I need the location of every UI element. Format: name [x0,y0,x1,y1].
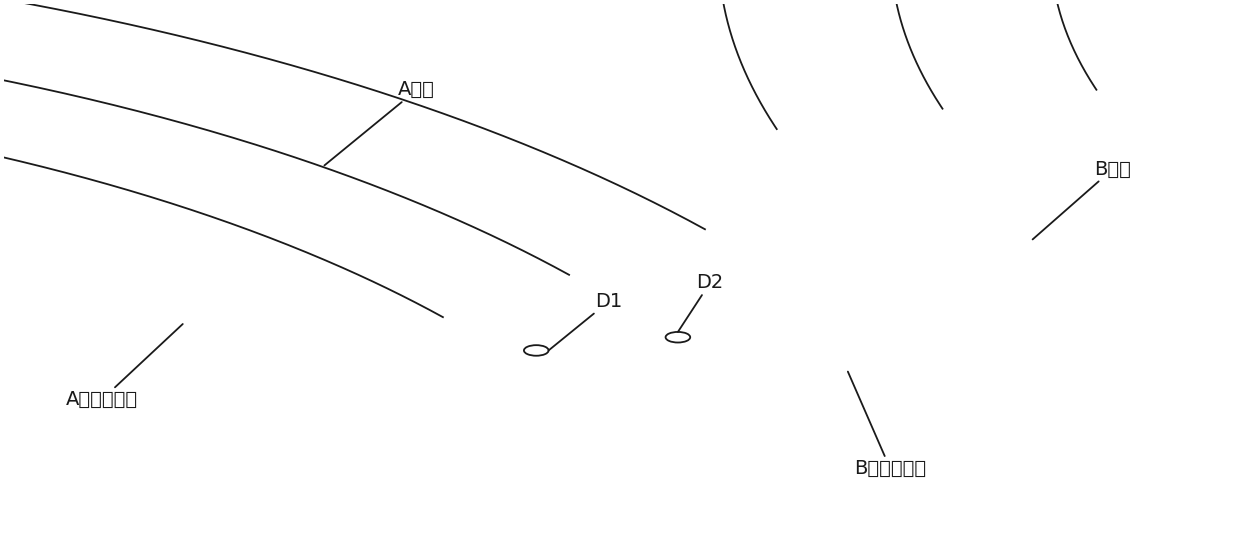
Text: B血管: B血管 [1033,159,1131,240]
Text: D1: D1 [548,292,622,351]
Text: D2: D2 [678,273,724,332]
Text: A血管: A血管 [325,81,435,165]
Text: B血管中心线: B血管中心线 [848,372,926,478]
Text: A血管中心线: A血管中心线 [66,324,182,409]
